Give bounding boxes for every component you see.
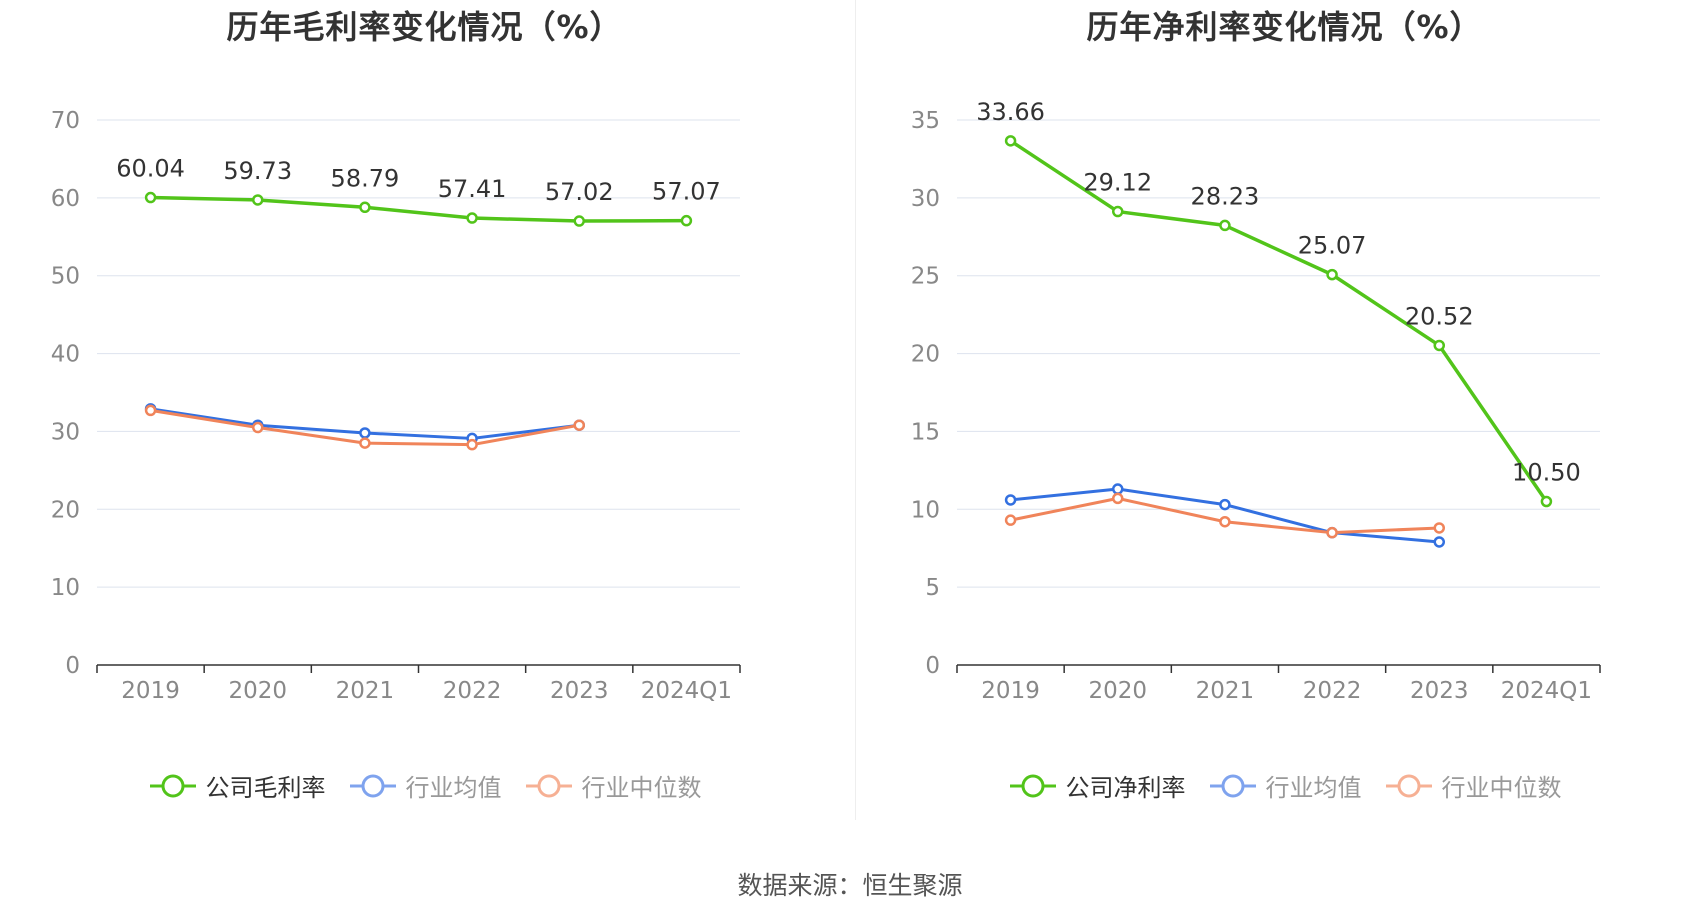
x-tick-label: 2019: [121, 678, 180, 704]
y-tick-label: 70: [51, 108, 80, 134]
y-tick-label: 0: [65, 653, 80, 679]
x-tick-label: 2020: [228, 678, 287, 704]
data-point-median: [466, 438, 478, 451]
y-tick-label: 30: [911, 186, 940, 212]
y-tick-label: 50: [51, 264, 80, 290]
data-point-company: [1433, 339, 1445, 352]
x-tick-label: 2019: [981, 678, 1040, 704]
y-tick-label: 30: [51, 419, 80, 445]
data-point-median: [1004, 514, 1017, 526]
y-tick-label: 35: [911, 108, 940, 134]
x-tick-label: 2023: [550, 678, 609, 704]
legend-item-avg[interactable]: 行业均值: [348, 768, 502, 803]
data-label: 29.12: [1083, 169, 1152, 197]
y-tick-label: 5: [925, 575, 940, 601]
data-point-company: [359, 201, 371, 214]
y-tick-label: 40: [51, 342, 80, 368]
data-point-company: [573, 215, 585, 227]
gross-margin-title: 历年毛利率变化情况（%）: [226, 8, 623, 46]
data-label: 57.41: [438, 175, 507, 203]
net-margin-legend: 公司净利率 行业均值 行业中位数: [860, 768, 1700, 803]
y-tick-label: 20: [51, 497, 80, 523]
legend-swatch-median-icon: [525, 774, 572, 797]
data-point-avg: [359, 427, 371, 439]
data-point-company: [1112, 205, 1124, 218]
data-point-avg: [1219, 498, 1231, 511]
data-point-median: [144, 404, 157, 417]
y-tick-label: 15: [911, 419, 940, 445]
legend-swatch-avg-icon: [1209, 774, 1256, 797]
data-label: 10.50: [1512, 459, 1581, 487]
legend-label-company: 公司净利率: [1065, 774, 1186, 802]
x-tick-label: 2022: [1303, 678, 1362, 704]
x-tick-label: 2022: [443, 678, 502, 704]
data-label: 28.23: [1191, 182, 1260, 210]
net-margin-panel: 历年净利率变化情况（%） 0 5 10 15 20 25 30 35 2019 2020 2021 2…: [860, 0, 1700, 830]
data-point-median: [359, 437, 371, 449]
legend-item-company[interactable]: 公司毛利率: [148, 768, 326, 803]
x-tick-label: 2020: [1088, 678, 1147, 704]
gross-margin-plot: 0 10 20 30 40 50 60 70 2019 2020 2021 2022 2023 2024Q…: [51, 108, 741, 704]
data-label: 59.73: [223, 157, 292, 185]
data-point-company: [1219, 219, 1231, 232]
legend-label-avg: 行业均值: [1265, 774, 1362, 802]
legend-label-company: 公司毛利率: [205, 774, 326, 802]
x-tick-label: 2024Q1: [641, 678, 732, 704]
y-tick-label: 10: [911, 497, 940, 523]
data-point-median: [252, 421, 264, 434]
data-label: 25.07: [1298, 232, 1367, 260]
legend-label-median: 行业中位数: [581, 774, 702, 802]
data-point-avg: [1004, 494, 1017, 506]
data-point-company: [466, 212, 478, 224]
legend-swatch-company-icon: [1009, 774, 1056, 797]
legend-swatch-median-icon: [1385, 774, 1432, 797]
x-tick-label: 2021: [1196, 678, 1255, 704]
legend-item-company[interactable]: 公司净利率: [1008, 768, 1186, 803]
series-line-company: [150, 195, 687, 223]
net-margin-title: 历年净利率变化情况（%）: [1086, 8, 1483, 46]
data-label: 20.52: [1405, 302, 1474, 330]
legend-swatch-company-icon: [149, 774, 196, 797]
net-margin-plot: 0 5 10 15 20 25 30 35 2019 2020 2021 2022 2023 2024Q1…: [911, 98, 1601, 704]
legend-label-avg: 行业均值: [405, 774, 502, 802]
legend-item-median[interactable]: 行业中位数: [524, 768, 702, 803]
data-point-median: [1219, 515, 1231, 528]
data-label: 57.07: [652, 178, 721, 206]
series-line-company: [1009, 139, 1548, 503]
y-tick-label: 10: [51, 575, 80, 601]
gross-margin-panel: 历年毛利率变化情况（%） 0 10 20 30 40 50 60 70 2019 2020 2021…: [0, 0, 849, 830]
x-tick-label: 2023: [1410, 678, 1469, 704]
data-point-company: [680, 214, 693, 227]
data-source: 数据来源：恒生聚源: [737, 871, 963, 900]
data-point-median: [573, 419, 585, 431]
data-label: 58.79: [331, 164, 400, 192]
x-tick-label: 2024Q1: [1501, 678, 1592, 704]
legend-item-avg[interactable]: 行业均值: [1208, 768, 1362, 803]
panel-divider: [855, 0, 856, 820]
data-point-median: [1433, 522, 1445, 534]
data-point-avg: [1112, 483, 1124, 495]
y-tick-label: 60: [51, 186, 80, 212]
data-point-median: [1112, 492, 1124, 505]
legend-item-median[interactable]: 行业中位数: [1384, 768, 1562, 803]
data-label: 57.02: [545, 178, 614, 206]
y-tick-label: 0: [925, 653, 940, 679]
data-label: 60.04: [116, 155, 185, 183]
data-point-avg: [1433, 536, 1445, 548]
x-tick-label: 2021: [336, 678, 395, 704]
data-label: 33.66: [976, 98, 1045, 126]
data-point-company: [1004, 135, 1017, 147]
legend-label-median: 行业中位数: [1441, 774, 1562, 802]
data-point-median: [1326, 526, 1338, 539]
y-tick-label: 25: [911, 264, 940, 290]
data-point-company: [1540, 495, 1553, 508]
data-point-company: [1326, 268, 1338, 281]
y-tick-label: 20: [911, 342, 940, 368]
data-point-company: [144, 191, 157, 204]
gross-margin-legend: 公司毛利率 行业均值 行业中位数: [0, 768, 849, 803]
data-point-company: [252, 194, 264, 206]
series-line-avg: [1010, 487, 1440, 544]
legend-swatch-avg-icon: [349, 774, 396, 797]
